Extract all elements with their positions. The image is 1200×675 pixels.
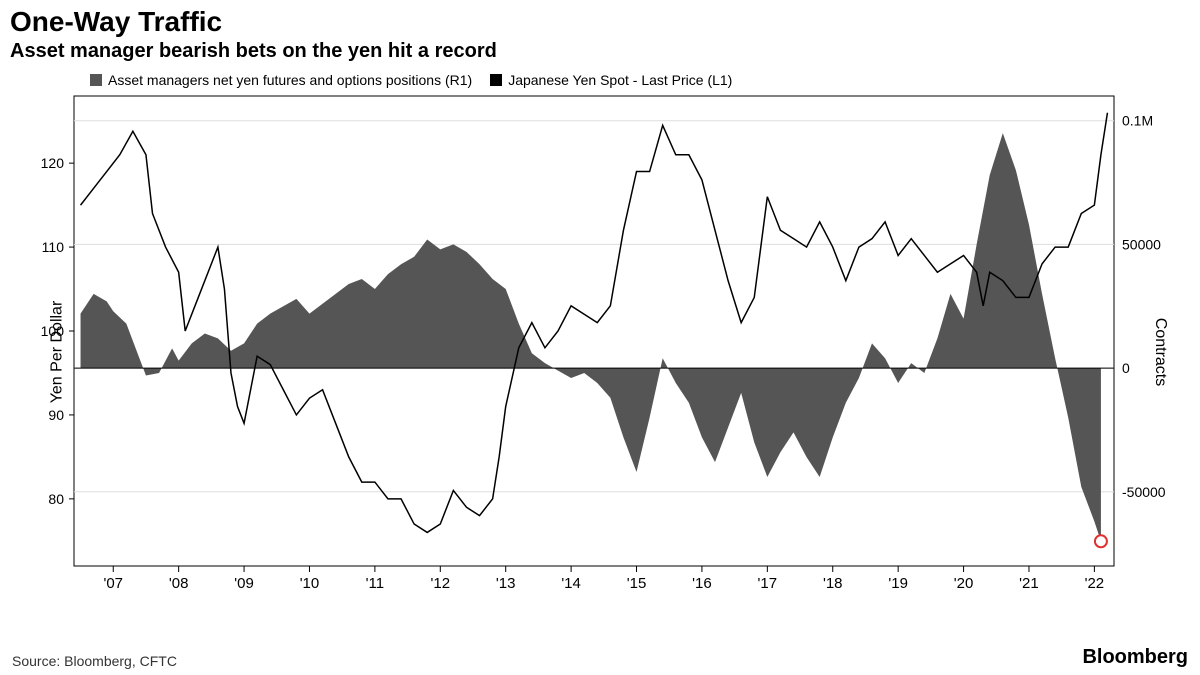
- x-tick-label: '18: [823, 575, 843, 592]
- brand-label: Bloomberg: [1082, 646, 1188, 669]
- source-text: Source: Bloomberg, CFTC: [12, 653, 177, 669]
- x-tick-label: '20: [954, 575, 974, 592]
- x-tick-label: '21: [1019, 575, 1039, 592]
- x-tick-label: '22: [1085, 575, 1105, 592]
- x-tick-label: '12: [431, 575, 451, 592]
- chart-subtitle: Asset manager bearish bets on the yen hi…: [0, 38, 1200, 67]
- legend: Asset managers net yen futures and optio…: [10, 72, 1190, 88]
- chart-svg: -500000500000.1M8090100110120'07'08'09'1…: [10, 92, 1190, 612]
- legend-label-bars: Asset managers net yen futures and optio…: [108, 72, 472, 88]
- contracts-area: [81, 133, 1101, 541]
- x-tick-label: '16: [692, 575, 712, 592]
- x-tick-label: '19: [888, 575, 908, 592]
- x-tick-label: '14: [561, 575, 581, 592]
- y-axis-left-label: Yen Per Dollar: [48, 301, 66, 404]
- legend-item-bars: Asset managers net yen futures and optio…: [90, 72, 472, 88]
- x-tick-label: '10: [300, 575, 320, 592]
- y-axis-right-label: Contracts: [1151, 318, 1169, 386]
- latest-point-marker: [1095, 535, 1107, 547]
- right-tick-label: 0.1M: [1122, 113, 1153, 129]
- right-tick-label: 50000: [1122, 236, 1161, 252]
- left-tick-label: 80: [48, 491, 64, 507]
- x-tick-label: '13: [496, 575, 516, 592]
- left-tick-label: 110: [42, 239, 65, 255]
- x-tick-label: '07: [103, 575, 123, 592]
- right-tick-label: -50000: [1122, 484, 1166, 500]
- x-tick-label: '17: [758, 575, 778, 592]
- plot-area: Yen Per Dollar Contracts -50000 0 50000 0.1…: [10, 92, 1190, 612]
- x-tick-label: '09: [234, 575, 254, 592]
- footer: Source: Bloomberg, CFTC Bloomberg: [12, 646, 1188, 669]
- right-tick-label: 0: [1122, 360, 1130, 376]
- legend-item-line: Japanese Yen Spot - Last Price (L1): [490, 72, 732, 88]
- x-tick-label: '15: [627, 575, 647, 592]
- left-tick-label: 120: [41, 155, 65, 171]
- chart-title: One-Way Traffic: [0, 0, 1200, 38]
- legend-label-line: Japanese Yen Spot - Last Price (L1): [508, 72, 732, 88]
- legend-swatch-line: [490, 74, 502, 86]
- x-tick-label: '11: [366, 575, 384, 592]
- legend-swatch-bar: [90, 74, 102, 86]
- x-tick-label: '08: [169, 575, 189, 592]
- chart-container: Asset managers net yen futures and optio…: [10, 72, 1190, 612]
- left-tick-label: 90: [48, 407, 64, 423]
